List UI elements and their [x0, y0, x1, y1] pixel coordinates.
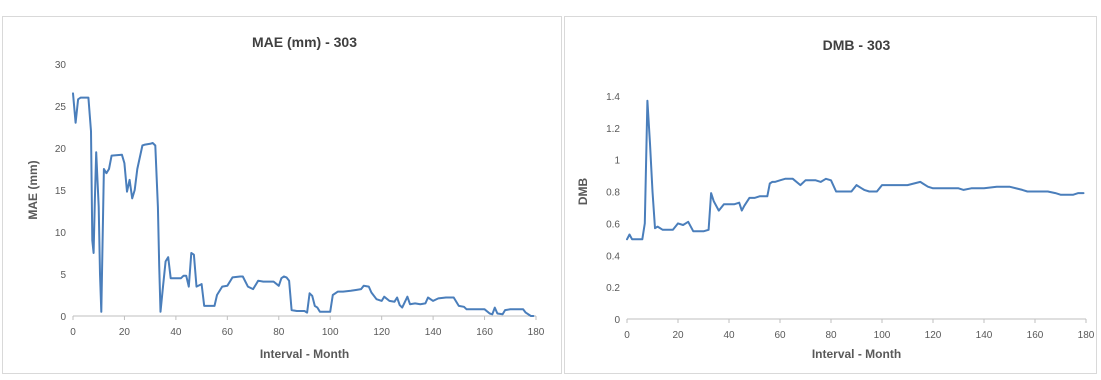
x-tick-label: 180	[528, 327, 545, 338]
y-tick-label: 1.2	[606, 124, 620, 135]
y-axis-label: MAE (mm)	[26, 160, 40, 219]
x-tick-label: 100	[322, 327, 339, 338]
y-tick-label: 5	[60, 270, 66, 281]
chart-title: MAE (mm) - 303	[252, 34, 357, 50]
dmb-chart: DMB - 303 0 20 40 60 80 100 120 140 160 180 0 0.2 0.4…	[576, 37, 1095, 361]
y-tick-label: 0.4	[606, 251, 620, 262]
y-tick-label: 0	[614, 315, 620, 326]
x-tick-label: 140	[976, 330, 993, 341]
x-axis-label: Interval - Month	[812, 347, 901, 361]
x-tick-label: 0	[70, 327, 76, 338]
y-tick-label: 20	[55, 144, 67, 155]
y-tick-label: 15	[55, 186, 67, 197]
y-tick-label: 0.8	[606, 188, 620, 199]
x-tick-label: 120	[925, 330, 942, 341]
y-axis-label: DMB	[576, 178, 590, 206]
y-tick-label: 0.2	[606, 283, 620, 294]
x-tick-label: 160	[476, 327, 493, 338]
x-tick-label: 60	[222, 327, 234, 338]
y-tick-label: 1	[614, 156, 620, 167]
x-tick-label: 120	[373, 327, 390, 338]
x-tick-label: 20	[672, 330, 684, 341]
x-tick-label: 140	[425, 327, 442, 338]
series-line	[72, 92, 535, 317]
mae-chart: MAE (mm) - 303 0 20 40 60 80 100 120 140 160 180 0 5…	[26, 34, 545, 361]
y-tick-label: 30	[55, 60, 67, 71]
x-tick-label: 60	[774, 330, 786, 341]
series-line	[626, 99, 1085, 241]
x-tick-label: 160	[1027, 330, 1044, 341]
mae-chart-panel: MAE (mm) - 303 0 20 40 60 80 100 120 140 160 180 0 5…	[2, 16, 562, 374]
x-axis-label: Interval - Month	[260, 347, 349, 361]
x-tick-label: 40	[723, 330, 735, 341]
y-tick-label: 0	[60, 312, 66, 323]
x-tick-label: 0	[624, 330, 630, 341]
chart-title: DMB - 303	[823, 37, 891, 53]
dmb-chart-panel: DMB - 303 0 20 40 60 80 100 120 140 160 180 0 0.2 0.4…	[564, 16, 1097, 374]
x-tick-label: 80	[273, 327, 285, 338]
x-tick-label: 80	[825, 330, 837, 341]
y-tick-label: 0.6	[606, 219, 620, 230]
x-tick-label: 100	[874, 330, 891, 341]
y-tick-label: 10	[55, 228, 67, 239]
x-tick-label: 180	[1078, 330, 1095, 341]
x-tick-label: 20	[119, 327, 131, 338]
y-tick-label: 1.4	[606, 92, 620, 103]
x-tick-label: 40	[170, 327, 182, 338]
y-tick-label: 25	[55, 102, 67, 113]
